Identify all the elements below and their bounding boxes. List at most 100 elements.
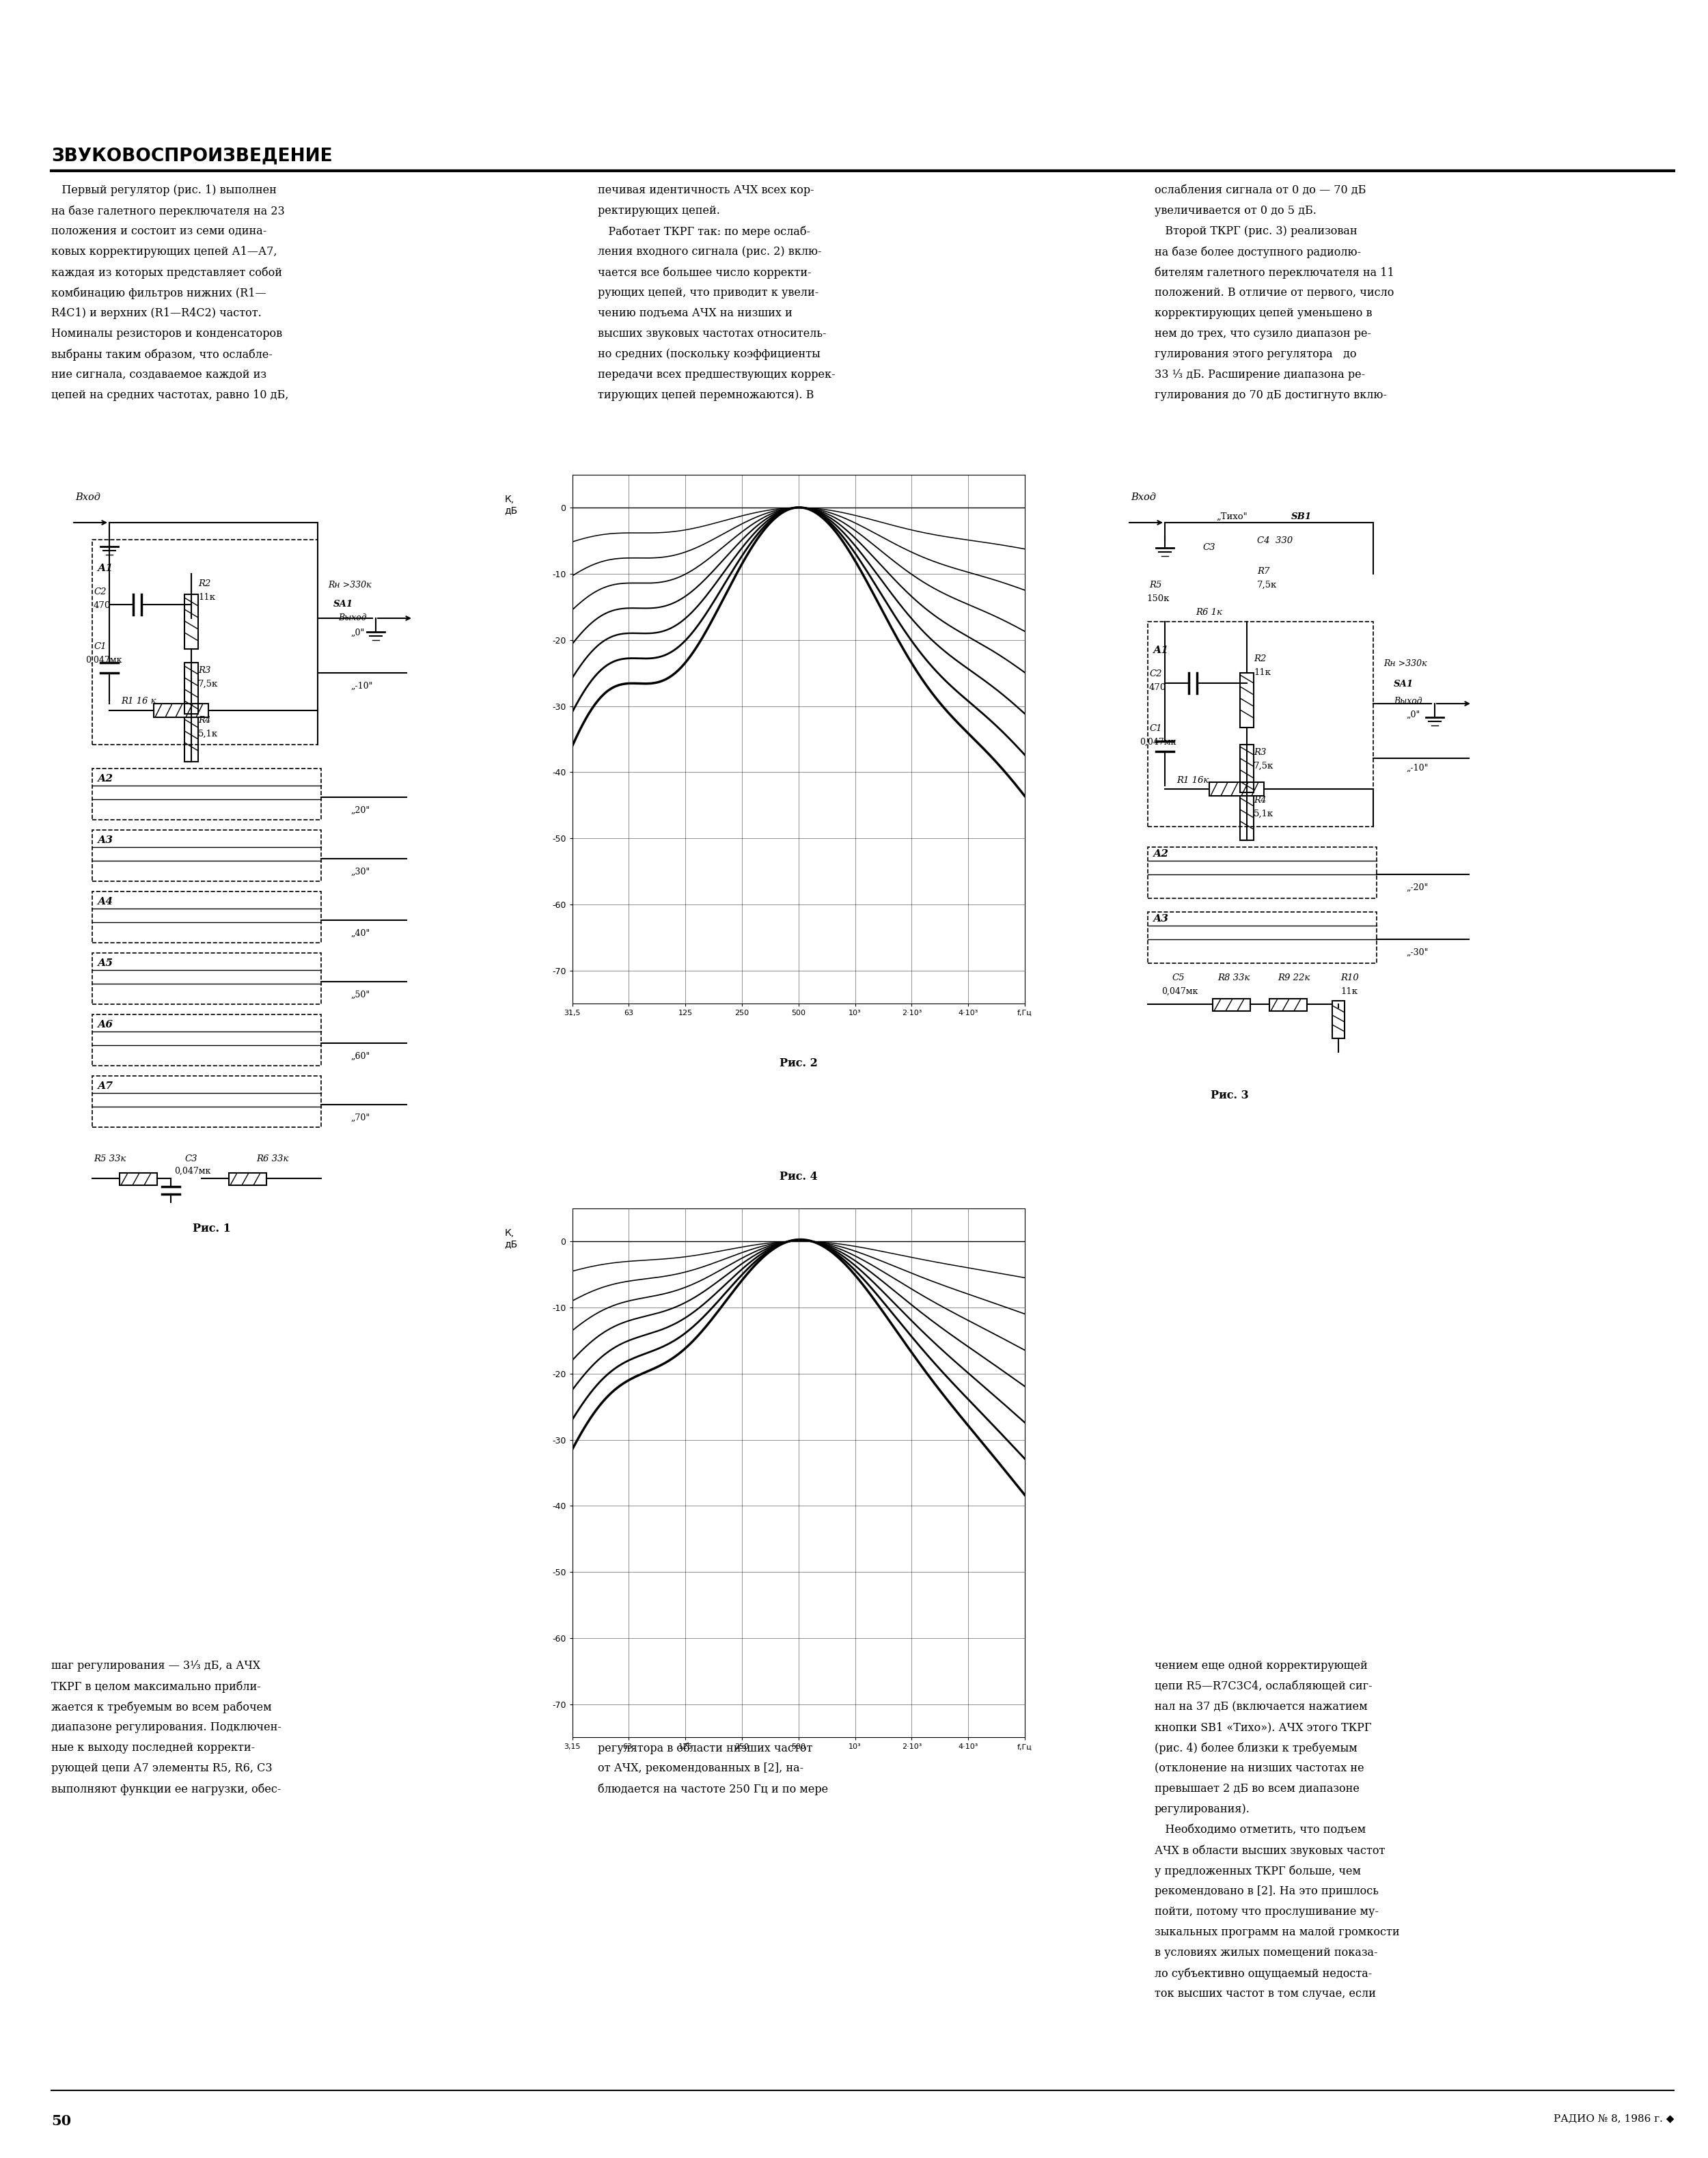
Text: жается к требуемым во всем рабочем: жается к требуемым во всем рабочем — [51, 1701, 272, 1713]
Text: C1: C1 — [94, 643, 106, 652]
Text: 470: 470 — [94, 602, 111, 611]
Text: SA1: SA1 — [333, 600, 354, 609]
Bar — [120, 1174, 157, 1185]
Text: 11к: 11к — [198, 593, 215, 602]
Text: 7,5к: 7,5к — [198, 680, 219, 688]
Text: SA1: SA1 — [1394, 680, 1414, 688]
Text: выполняют функции ее нагрузки, обес-: выполняют функции ее нагрузки, обес- — [51, 1783, 282, 1795]
Text: R5: R5 — [1149, 581, 1161, 589]
Bar — [92, 831, 321, 880]
Text: положений. В отличие от первого, число: положений. В отличие от первого, число — [1155, 287, 1394, 298]
Text: пойти, потому что прослушивание му-: пойти, потому что прослушивание му- — [1155, 1906, 1378, 1918]
Text: Второй ТКРГ (рис. 3) реализован: Второй ТКРГ (рис. 3) реализован — [1155, 224, 1358, 237]
Text: R4C1) и верхних (R1—R4C2) частот.: R4C1) и верхних (R1—R4C2) частот. — [51, 306, 261, 319]
Text: 5,1к: 5,1к — [198, 729, 219, 738]
Bar — [184, 593, 198, 650]
Bar — [184, 716, 198, 762]
Text: регулирования).: регулирования). — [1155, 1804, 1250, 1815]
Text: А2: А2 — [1153, 848, 1168, 859]
Text: С5: С5 — [1172, 973, 1184, 982]
Bar — [1332, 1001, 1344, 1038]
Bar — [1240, 673, 1254, 727]
Text: R4: R4 — [198, 716, 210, 725]
Text: ние сигнала, создаваемое каждой из: ние сигнала, создаваемое каждой из — [51, 369, 266, 380]
Bar — [1240, 745, 1254, 792]
Text: ТКРГ в целом максимально прибли-: ТКРГ в целом максимально прибли- — [51, 1681, 261, 1692]
Text: на базе галетного переключателя на 23: на базе галетного переключателя на 23 — [51, 205, 285, 218]
Text: 11к: 11к — [1341, 986, 1358, 997]
Text: Рис. 4: Рис. 4 — [779, 1172, 818, 1183]
Bar — [154, 704, 208, 716]
Text: C1: C1 — [1149, 725, 1161, 734]
Bar — [92, 768, 321, 820]
Text: Рис. 2: Рис. 2 — [779, 1057, 818, 1068]
Text: Rн >330к: Rн >330к — [1383, 658, 1426, 669]
Text: 7,5к: 7,5к — [1257, 581, 1278, 589]
Text: R5 33к: R5 33к — [94, 1155, 126, 1163]
Bar — [1148, 848, 1377, 898]
Text: ослабления сигнала от 0 до — 70 дБ: ослабления сигнала от 0 до — 70 дБ — [1155, 183, 1366, 196]
Text: А1: А1 — [1153, 645, 1168, 656]
Text: нал на 37 дБ (включается нажатием: нал на 37 дБ (включается нажатием — [1155, 1701, 1368, 1713]
Text: „0": „0" — [350, 628, 364, 637]
Text: ковых корректирующих цепей А1—А7,: ковых корректирующих цепей А1—А7, — [51, 246, 277, 257]
Text: R9 22к: R9 22к — [1278, 973, 1310, 982]
Text: каждая из которых представляет собой: каждая из которых представляет собой — [51, 265, 282, 278]
Text: „20": „20" — [350, 807, 369, 816]
Text: диапазоне регулирования. Подключен-: диапазоне регулирования. Подключен- — [51, 1722, 282, 1733]
Text: бителям галетного переключателя на 11: бителям галетного переключателя на 11 — [1155, 265, 1394, 278]
Text: чению подъема АЧХ на низших и: чению подъема АЧХ на низших и — [598, 306, 793, 319]
Text: C2: C2 — [1149, 669, 1161, 678]
Text: Вход: Вход — [1131, 492, 1156, 503]
Text: рующей цепи А7 элементы R5, R6, С3: рующей цепи А7 элементы R5, R6, С3 — [51, 1763, 272, 1774]
Text: Первый регулятор (рис. 1) выполнен: Первый регулятор (рис. 1) выполнен — [51, 183, 277, 196]
Text: Рис. 3: Рис. 3 — [1211, 1090, 1249, 1101]
Text: Номиналы резисторов и конденсаторов: Номиналы резисторов и конденсаторов — [51, 328, 282, 339]
Text: комбинацию фильтров нижних (R1—: комбинацию фильтров нижних (R1— — [51, 287, 266, 298]
Text: R4: R4 — [1254, 796, 1266, 805]
Text: зыкальных программ на малой громкости: зыкальных программ на малой громкости — [1155, 1927, 1399, 1938]
Text: ЗВУКОВОСПРОИЗВЕДЕНИЕ: ЗВУКОВОСПРОИЗВЕДЕНИЕ — [51, 147, 333, 164]
Text: А6: А6 — [97, 1021, 113, 1029]
Text: теля сигнал на выходе ТКРГ отсут-: теля сигнал на выходе ТКРГ отсут- — [598, 1681, 801, 1692]
Text: „60": „60" — [350, 1051, 369, 1062]
Text: А3: А3 — [97, 835, 113, 846]
Text: но средних (поскольку коэффициенты: но средних (поскольку коэффициенты — [598, 347, 820, 360]
Text: С3: С3 — [1202, 544, 1214, 552]
Text: R8 33к: R8 33к — [1218, 973, 1250, 982]
Text: А3: А3 — [1153, 915, 1168, 924]
Text: шаг регулирования — 3¹⁄₃ дБ, а АЧХ: шаг регулирования — 3¹⁄₃ дБ, а АЧХ — [51, 1660, 260, 1672]
Bar — [184, 663, 198, 714]
Text: превышает 2 дБ во всем диапазоне: превышает 2 дБ во всем диапазоне — [1155, 1783, 1360, 1795]
Bar — [1148, 913, 1377, 962]
Text: „-20": „-20" — [1406, 883, 1428, 891]
Text: в условиях жилых помещений показа-: в условиях жилых помещений показа- — [1155, 1947, 1378, 1959]
Text: R6 1к: R6 1к — [1196, 609, 1223, 617]
Text: ло субъективно ощущаемый недоста-: ло субъективно ощущаемый недоста- — [1155, 1968, 1372, 1979]
Text: „70": „70" — [350, 1114, 369, 1122]
Text: А4: А4 — [97, 898, 113, 906]
Text: А7: А7 — [97, 1081, 113, 1092]
Text: R2: R2 — [198, 578, 210, 589]
Text: C3: C3 — [184, 1155, 196, 1163]
Text: гулирования этого регулятора   до: гулирования этого регулятора до — [1155, 347, 1356, 360]
Text: цепи R5—R7С3С4, ослабляющей сиг-: цепи R5—R7С3С4, ослабляющей сиг- — [1155, 1681, 1372, 1692]
Text: Вход: Вход — [75, 492, 101, 503]
Text: R3: R3 — [1254, 749, 1266, 757]
Text: чением еще одной корректирующей: чением еще одной корректирующей — [1155, 1660, 1368, 1672]
Text: выбраны таким образом, что ослабле-: выбраны таким образом, что ослабле- — [51, 347, 273, 360]
Text: кнопки SB1 «Тихо»). АЧХ этого ТКРГ: кнопки SB1 «Тихо»). АЧХ этого ТКРГ — [1155, 1722, 1372, 1733]
Text: Rн >330к: Rн >330к — [328, 581, 371, 589]
Text: А1: А1 — [97, 563, 113, 574]
Bar — [92, 1014, 321, 1066]
Text: „-10": „-10" — [350, 682, 372, 691]
Text: К,
дБ: К, дБ — [504, 1228, 518, 1249]
Text: Необходимо отметить, что подъем: Необходимо отметить, что подъем — [1155, 1824, 1366, 1836]
Bar — [92, 540, 318, 745]
Text: C2: C2 — [94, 587, 106, 596]
Text: 150к: 150к — [1146, 593, 1170, 604]
Bar — [1269, 999, 1307, 1012]
Text: R2: R2 — [1254, 654, 1266, 663]
Text: Выход: Выход — [1394, 697, 1423, 706]
Bar — [1148, 622, 1373, 827]
